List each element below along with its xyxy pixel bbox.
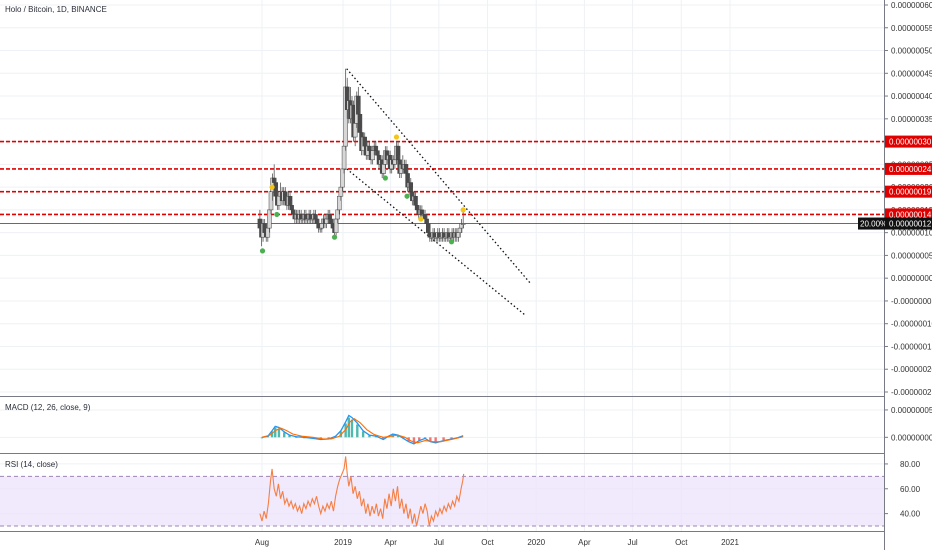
- rsi-band-layer: [0, 475, 884, 527]
- macd-histogram-bar: [350, 419, 354, 438]
- macd-histogram-bar: [418, 437, 421, 441]
- rsi-pane: [259, 456, 465, 527]
- signal-dot: [269, 184, 275, 190]
- time-tick-label: Jul: [627, 538, 637, 547]
- time-tick-label: 2021: [721, 538, 739, 547]
- price-tick-label: 0.00000005: [891, 251, 932, 260]
- price-tick-label: 0.00000060: [891, 1, 932, 10]
- level-price-tag: [885, 185, 932, 198]
- time-tick-label: Aug: [255, 538, 269, 547]
- macd-histogram-bar: [288, 435, 291, 438]
- rsi-tick-label: 60.00: [900, 485, 921, 494]
- level-price-labels: 0.00000030 0.00000024 0.00000019 0.00000014…: [858, 135, 932, 230]
- price-tick-label: -0.00000025: [891, 388, 932, 397]
- price-tick-label: -0.00000010: [891, 320, 932, 329]
- level-price-tag: [885, 162, 932, 175]
- price-tick-label: 0.00000045: [891, 69, 932, 78]
- time-axis[interactable]: Aug 2019 Apr Jul Oct 2020 Apr Jul Oct 2021: [255, 538, 740, 547]
- price-tick-label: -0.00000020: [891, 365, 932, 374]
- time-tick-label: Apr: [384, 538, 397, 547]
- signal-dot: [274, 211, 280, 218]
- macd-histogram-bar: [412, 437, 416, 444]
- time-tick-label: Jul: [434, 538, 444, 547]
- current-price-tag: [885, 217, 932, 230]
- rsi-line: [259, 456, 465, 527]
- macd-histogram-bar: [434, 437, 437, 443]
- level-price-tag: [885, 208, 932, 221]
- level-price-tag-label: 0.00000024: [889, 165, 932, 174]
- candlestick-series: [257, 68, 466, 254]
- macd-histogram-bar: [450, 437, 453, 439]
- price-tick-label: 0.00000035: [891, 115, 932, 124]
- macd-histogram-bar: [429, 437, 432, 442]
- macd-histogram-bar: [361, 431, 365, 438]
- price-tick-label: 0.00000055: [891, 24, 932, 33]
- rsi-tick-label: 80.00: [900, 460, 921, 469]
- macd-line: [261, 414, 464, 445]
- macd-histogram-bar: [327, 437, 330, 439]
- trendline[interactable]: [346, 68, 531, 284]
- current-price-label: 0.00000012: [889, 220, 932, 229]
- rsi-band: [0, 476, 884, 527]
- level-price-tag-label: 0.00000030: [889, 138, 932, 147]
- time-tick-label: Oct: [481, 538, 494, 547]
- signal-dot: [331, 234, 338, 240]
- horizontal-levels[interactable]: [0, 140, 884, 224]
- time-tick-label: Apr: [578, 538, 591, 547]
- macd-histogram-bar: [368, 435, 371, 438]
- price-tick-label: 0.00000000: [891, 274, 932, 283]
- pane-frame: [0, 0, 885, 550]
- chart-title: Holo / Bitcoin, 1D, BINANCE: [5, 5, 107, 14]
- trendlines[interactable]: [346, 68, 531, 316]
- rsi-tick-label: 40.00: [900, 510, 921, 519]
- signal-dot: [460, 207, 466, 213]
- macd-histogram-bar: [396, 435, 400, 438]
- price-tick-label: 0.00000010: [891, 229, 932, 238]
- macd-histogram-bar: [442, 437, 445, 441]
- level-price-tag-label: 0.00000019: [889, 188, 932, 197]
- signal-dot: [404, 193, 410, 199]
- time-tick-label: Oct: [675, 538, 688, 547]
- signal-dot: [393, 134, 400, 140]
- macd-histogram-bar: [347, 417, 351, 438]
- price-tick-label: -0.00000015: [891, 342, 932, 351]
- grid: [0, 0, 884, 531]
- macd-histogram-bar: [356, 424, 359, 438]
- candle-body: [460, 223, 466, 225]
- price-change-label: 20.00%: [860, 220, 887, 229]
- macd-histogram-bar: [277, 428, 281, 438]
- macd-histogram-bar: [382, 437, 385, 440]
- macd-histogram-bar: [283, 432, 286, 438]
- signal-dot: [259, 248, 266, 254]
- time-tick-label: 2019: [334, 538, 352, 547]
- macd-pane: [260, 414, 464, 445]
- macd-histogram-bar: [270, 431, 274, 438]
- signal-dot: [418, 216, 424, 222]
- macd-histogram-bar: [274, 427, 277, 438]
- macd-histogram-bar: [260, 437, 264, 439]
- signal-dot: [382, 175, 388, 181]
- price-tick-label: 0.00000040: [891, 92, 932, 101]
- level-price-tag: [885, 135, 932, 148]
- level-price-tag-label: 0.00000014: [889, 210, 932, 219]
- macd-signal-line: [261, 418, 464, 444]
- price-change-tag: [858, 217, 885, 230]
- signal-dot: [448, 239, 455, 245]
- macd-tick-label: 0.00000005: [891, 406, 932, 415]
- macd-label: MACD (12, 26, close, 9): [5, 403, 91, 412]
- price-tick-label: -0.00000005: [891, 297, 932, 306]
- rsi-label: RSI (14, close): [5, 460, 58, 469]
- macd-tick-label: 0.00000000: [891, 433, 932, 442]
- time-tick-label: 2020: [527, 538, 545, 547]
- price-tick-label: 0.00000050: [891, 47, 932, 56]
